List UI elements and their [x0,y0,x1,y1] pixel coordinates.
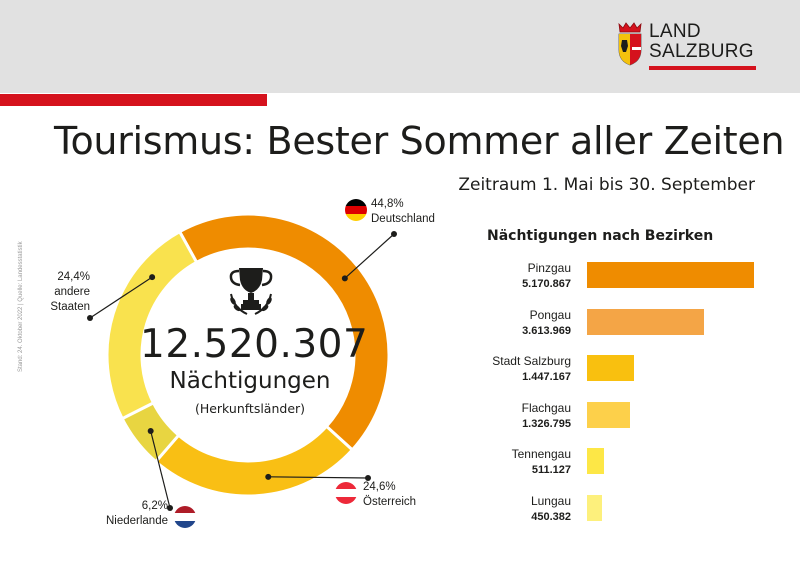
slice-name: Niederlande [105,515,168,527]
bar-category-label: Tennengau [511,447,571,461]
leader-line-andere-staaten [89,276,153,319]
leader-dot-deutschland-0 [341,275,348,282]
coat-of-arms-icon [618,22,642,66]
slice-name-line-2: Staaten [50,301,90,313]
logo-line-1: LAND [649,21,701,42]
leader-dot-niederlande-1 [167,505,173,511]
bar-category-label: Stadt Salzburg [492,354,571,368]
bar-category-label: Pongau [529,307,571,322]
bar-flachgau [587,401,630,428]
period-subtitle: Zeitraum 1. Mai bis 30. September [458,175,755,195]
germany-flag-icon [345,199,367,221]
bar-value-label: 5.170.867 [522,278,571,290]
bar-pongau [587,308,704,335]
donut-slice-andere-staaten [105,229,199,421]
bar-value-label: 1.447.167 [522,371,571,383]
logo-underline [649,66,756,70]
slice-percent: 24,4% [57,271,90,283]
header-band [0,0,800,93]
total-unit: Nächtigungen [169,368,331,394]
bar-value-label: 450.382 [531,510,571,523]
slice-label-oesterreich: 24,6% Österreich [363,480,416,510]
page-title: Tourismus: Bester Sommer aller Zeiten [54,119,785,163]
leader-dot-oesterreich-1 [365,475,371,481]
total-note: (Herkunftsländer) [194,401,306,416]
slice-name-line-1: andere [54,286,90,298]
total-nights: 12.520.307 [140,322,369,367]
logo-line-2: SALZBURG [649,41,754,62]
bar-value-label: 3.613.969 [522,324,571,337]
leader-dot-andere-staaten-1 [87,315,93,321]
bar-category-label: Pinzgau [527,261,571,275]
leader-dot-oesterreich-0 [265,473,272,480]
leader-line-oesterreich [268,476,369,479]
leader-line-deutschland [344,233,395,279]
bar-lungau [587,494,602,521]
bar-category-label: Flachgau [521,400,571,415]
netherlands-flag-icon [174,506,196,528]
slice-label-deutschland: 44,8% Deutschland [371,197,435,227]
land-salzburg-logo: LAND SALZBURG [616,22,776,74]
bar-tennengau [587,448,604,474]
austria-flag-icon [335,482,357,504]
logo-wordmark: LAND SALZBURG [649,22,754,62]
slice-name: Deutschland [371,213,435,225]
leader-dot-niederlande-0 [147,428,154,435]
red-accent-bar [0,94,267,106]
bar-pinzgau [587,262,754,288]
bar-category-label: Lungau [530,493,571,508]
donut-slice-deutschland [177,212,391,452]
trophy-icon [229,268,273,315]
slice-percent: 24,6% [363,481,396,493]
slice-name: Österreich [363,496,417,508]
leader-dot-deutschland-1 [391,231,397,237]
bar-stadt-salzburg [587,355,634,381]
slice-label-andere-staaten: 24,4% andere Staaten [30,270,90,315]
leader-line-niederlande [150,430,171,509]
bar-value-label: 511.127 [531,464,571,476]
donut-slice-oesterreich [153,424,355,498]
bar-chart-title: Nächtigungen nach Bezirken [487,228,714,244]
slice-percent: 44,8% [371,198,404,210]
bar-value-label: 1.326.795 [522,417,571,430]
slice-label-niederlande: 6,2% Niederlande [96,499,168,529]
leader-dot-andere-staaten-0 [149,274,156,281]
slice-percent: 6,2% [141,500,168,512]
